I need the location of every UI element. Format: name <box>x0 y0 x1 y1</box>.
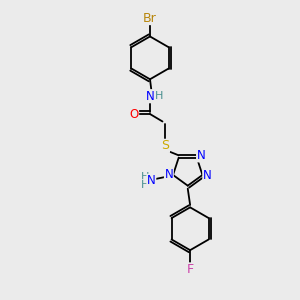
Text: N: N <box>203 169 212 182</box>
Text: H: H <box>141 172 150 182</box>
Text: Br: Br <box>143 11 157 25</box>
Text: N: N <box>146 90 154 103</box>
Text: N: N <box>147 174 156 188</box>
Text: O: O <box>129 107 139 121</box>
Text: N: N <box>196 149 206 162</box>
Text: N: N <box>164 169 173 182</box>
Text: H: H <box>141 180 150 190</box>
Text: F: F <box>187 263 194 276</box>
Text: H: H <box>155 91 164 101</box>
Text: S: S <box>161 139 169 152</box>
